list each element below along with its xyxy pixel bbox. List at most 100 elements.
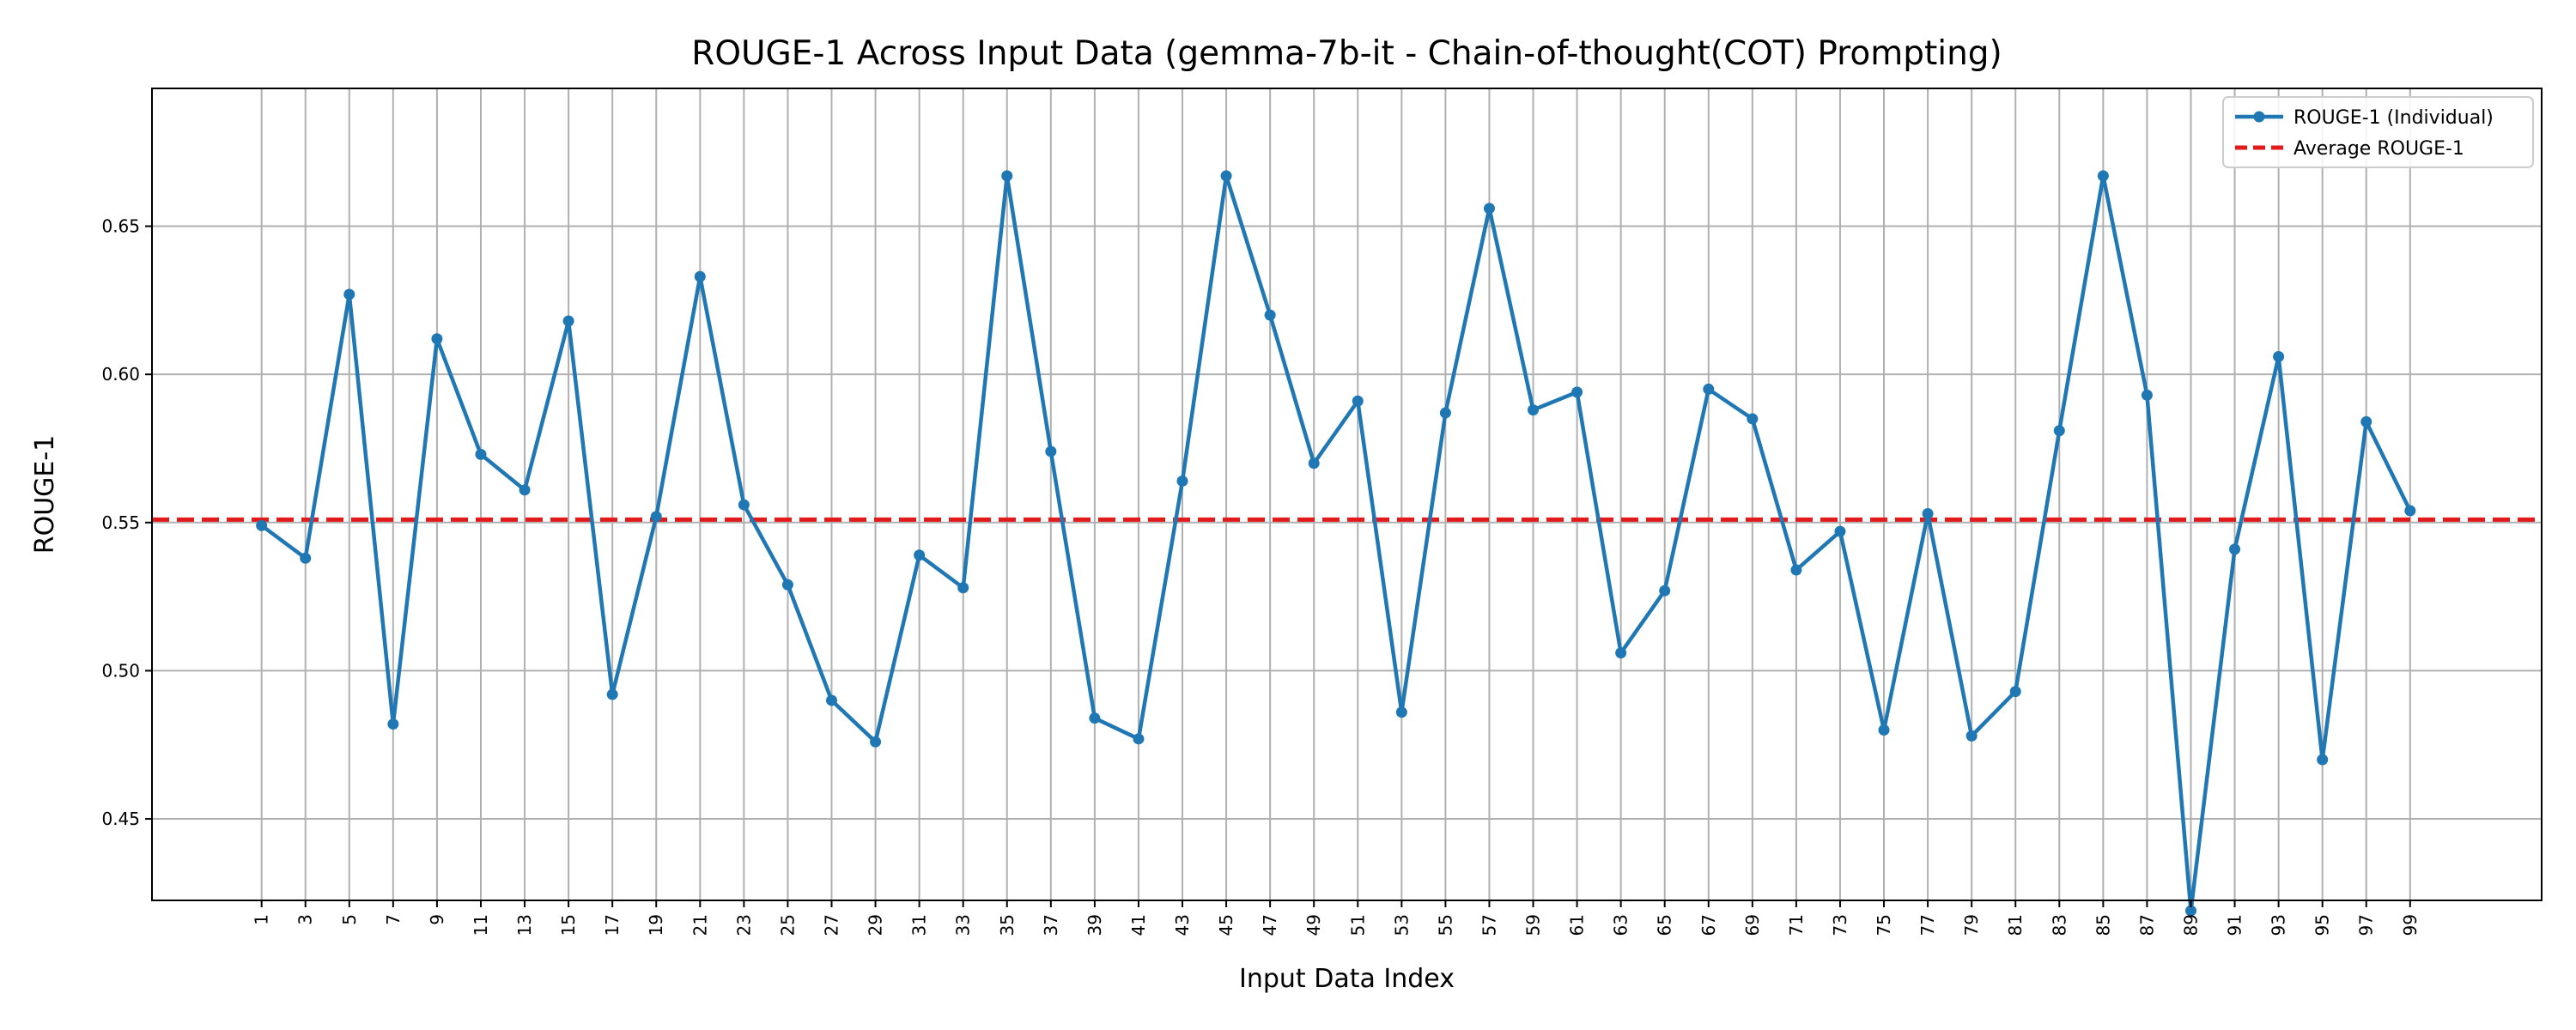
x-tick-label: 39: [1084, 914, 1105, 936]
data-point: [562, 315, 574, 327]
data-point: [1045, 445, 1057, 457]
data-point: [1965, 730, 1978, 742]
data-point: [1264, 309, 1276, 321]
x-tick-label: 5: [339, 914, 360, 925]
data-point: [870, 736, 882, 748]
data-point: [2360, 415, 2372, 427]
y-axis-ticks: 0.45 0.50 0.55 0.60 0.65: [101, 216, 152, 829]
x-tick-label: 33: [953, 914, 974, 936]
x-tick-label: 31: [909, 914, 930, 936]
x-tick-label: 1: [252, 914, 272, 925]
y-tick-label: 0.55: [101, 512, 140, 533]
x-tick-label: 97: [2356, 914, 2377, 936]
x-tick-label: 79: [1961, 914, 1982, 936]
x-tick-label: 83: [2049, 914, 2069, 936]
chart-title: ROUGE-1 Across Input Data (gemma-7b-it -…: [691, 34, 2002, 73]
data-point: [2229, 543, 2241, 555]
data-point: [2273, 350, 2285, 362]
data-point: [914, 549, 926, 561]
y-tick-label: 0.60: [101, 364, 140, 385]
x-tick-label: 35: [997, 914, 1018, 936]
grid: [152, 88, 2542, 900]
data-point: [1659, 585, 1671, 597]
data-point: [1176, 475, 1188, 487]
x-axis-label: Input Data Index: [1239, 964, 1455, 994]
legend-label-individual: ROUGE-1 (Individual): [2293, 107, 2494, 129]
data-point: [2317, 754, 2329, 766]
data-point: [1528, 404, 1540, 416]
data-point: [2053, 425, 2065, 437]
x-tick-label: 93: [2269, 914, 2289, 936]
data-point: [256, 519, 268, 531]
data-point: [2141, 389, 2153, 401]
x-tick-label: 23: [733, 914, 754, 936]
data-point: [825, 694, 837, 706]
x-tick-label: 73: [1830, 914, 1850, 936]
x-tick-label: 29: [866, 914, 886, 936]
data-point: [300, 552, 312, 564]
data-point: [1834, 525, 1846, 537]
x-tick-label: 77: [1917, 914, 1938, 936]
x-tick-label: 19: [646, 914, 666, 936]
legend-marker-individual: [2253, 111, 2265, 123]
data-point: [2184, 905, 2196, 917]
x-tick-label: 91: [2225, 914, 2245, 936]
x-tick-label: 45: [1216, 914, 1236, 936]
x-tick-label: 67: [1698, 914, 1719, 936]
data-point: [1483, 203, 1495, 215]
data-point: [1220, 170, 1232, 182]
data-point: [606, 688, 618, 700]
data-point: [431, 333, 443, 345]
x-tick-label: 41: [1128, 914, 1149, 936]
data-point: [387, 718, 399, 730]
x-tick-label: 65: [1655, 914, 1675, 936]
data-point: [1089, 712, 1101, 724]
data-point: [1133, 733, 1145, 745]
data-point: [519, 484, 531, 496]
x-tick-label: 63: [1611, 914, 1631, 936]
legend: ROUGE-1 (Individual) Average ROUGE-1: [2222, 96, 2534, 168]
data-point: [1001, 170, 1013, 182]
data-point: [650, 511, 662, 523]
y-tick-label: 0.65: [101, 216, 140, 237]
x-tick-label: 25: [777, 914, 798, 936]
data-point: [2009, 686, 2021, 698]
data-point: [957, 582, 969, 594]
x-tick-label: 95: [2312, 914, 2333, 936]
x-tick-label: 11: [471, 914, 491, 936]
x-tick-label: 3: [295, 914, 316, 925]
x-tick-label: 7: [383, 914, 404, 925]
legend-box: [2222, 96, 2534, 168]
data-point: [2404, 505, 2416, 517]
x-tick-label: 37: [1041, 914, 1061, 936]
data-point: [1571, 386, 1583, 398]
data-point: [781, 579, 793, 591]
y-tick-label: 0.45: [101, 809, 140, 829]
x-tick-label: 57: [1479, 914, 1499, 936]
data-point: [1922, 507, 1934, 519]
x-tick-label: 49: [1303, 914, 1324, 936]
x-tick-label: 87: [2136, 914, 2157, 936]
x-tick-label: 9: [427, 914, 447, 925]
series-line-individual: [260, 173, 2412, 913]
x-tick-label: 89: [2180, 914, 2201, 936]
data-point: [475, 448, 487, 460]
x-tick-label: 27: [821, 914, 841, 936]
data-point: [1615, 647, 1627, 659]
x-tick-label: 85: [2093, 914, 2113, 936]
data-point: [738, 499, 750, 511]
x-tick-label: 21: [690, 914, 710, 936]
x-tick-label: 43: [1172, 914, 1193, 936]
data-point: [1790, 564, 1802, 576]
x-tick-label: 15: [558, 914, 579, 936]
x-tick-label: 75: [1874, 914, 1894, 936]
x-tick-label: 51: [1347, 914, 1368, 936]
data-point: [1747, 413, 1759, 425]
x-tick-label: 99: [2400, 914, 2421, 936]
data-point: [1703, 383, 1715, 395]
x-tick-label: 13: [514, 914, 535, 936]
x-tick-label: 71: [1786, 914, 1807, 936]
data-point: [1395, 706, 1407, 718]
y-axis-label: ROUGE-1: [30, 435, 60, 554]
